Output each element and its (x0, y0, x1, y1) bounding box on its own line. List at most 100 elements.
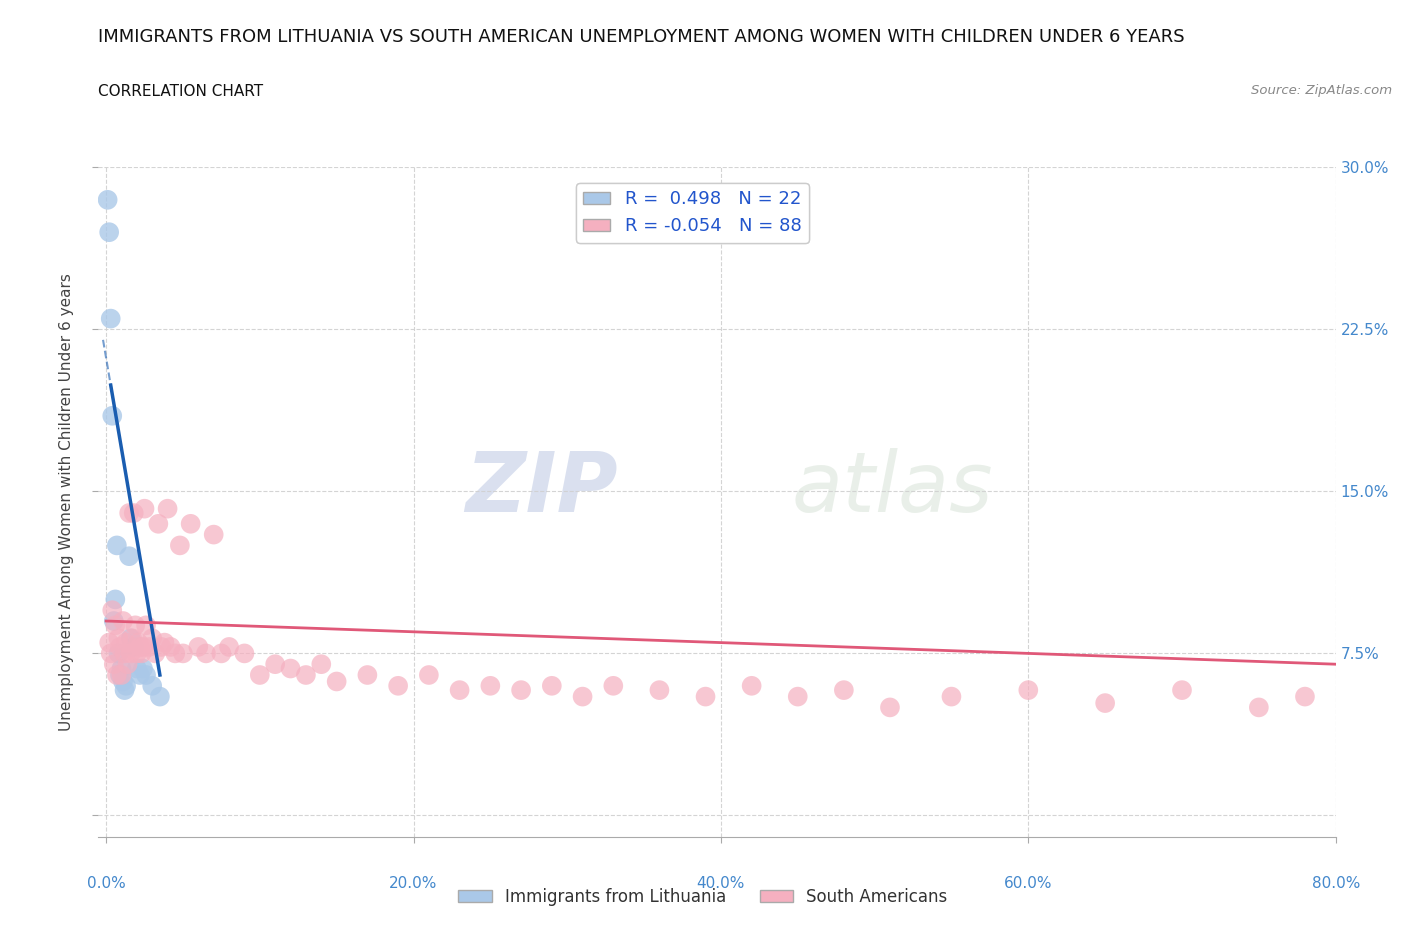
Point (138, 640, 160, 655)
Point (1017, 683, 1039, 698)
Point (103, 614, 125, 629)
Point (249, 668, 271, 683)
Point (104, 592, 127, 607)
Text: IMMIGRANTS FROM LITHUANIA VS SOUTH AMERICAN UNEMPLOYMENT AMONG WOMEN WITH CHILDR: IMMIGRANTS FROM LITHUANIA VS SOUTH AMERI… (98, 28, 1185, 46)
Text: 20.0%: 20.0% (389, 876, 437, 891)
Legend: R =  0.498   N = 22, R = -0.054   N = 88: R = 0.498 N = 22, R = -0.054 N = 88 (576, 183, 808, 243)
Legend: Immigrants from Lithuania, South Americans: Immigrants from Lithuania, South America… (451, 881, 955, 912)
Text: Source: ZipAtlas.com: Source: ZipAtlas.com (1251, 84, 1392, 97)
Point (100, 646, 122, 661)
Point (141, 631, 163, 645)
Point (98, 635, 121, 650)
Point (311, 657, 333, 671)
Text: atlas: atlas (792, 448, 993, 529)
Point (1294, 689, 1316, 704)
Point (107, 646, 129, 661)
Point (110, 661, 132, 676)
Point (295, 668, 318, 683)
Point (124, 618, 146, 632)
Point (121, 631, 143, 645)
Point (122, 506, 145, 521)
Point (110, 668, 132, 683)
Point (648, 683, 671, 698)
Point (449, 683, 471, 698)
Point (111, 674, 134, 689)
Point (125, 646, 148, 661)
Point (97, 193, 120, 207)
Point (153, 635, 176, 650)
Point (114, 646, 136, 661)
Point (741, 678, 763, 693)
Point (103, 657, 125, 671)
Point (479, 678, 502, 693)
Point (602, 678, 624, 693)
Text: 60.0%: 60.0% (1004, 876, 1053, 891)
Point (1094, 696, 1116, 711)
Point (107, 631, 129, 645)
Point (125, 661, 148, 676)
Point (105, 668, 128, 683)
Point (879, 700, 901, 715)
Point (571, 689, 593, 704)
Point (510, 683, 533, 698)
Point (132, 640, 155, 655)
Point (101, 408, 124, 423)
Point (120, 631, 142, 645)
Point (108, 640, 131, 655)
Text: ZIP: ZIP (465, 448, 619, 529)
Point (169, 538, 191, 552)
Point (117, 657, 139, 671)
Y-axis label: Unemployment Among Women with Children Under 6 years: Unemployment Among Women with Children U… (59, 273, 75, 731)
Point (325, 674, 347, 689)
Point (135, 668, 157, 683)
Point (118, 549, 141, 564)
Point (120, 646, 142, 661)
Point (941, 689, 963, 704)
Point (418, 668, 440, 683)
Point (115, 635, 138, 650)
Point (122, 640, 145, 655)
Point (387, 678, 409, 693)
Point (356, 668, 378, 683)
Point (233, 646, 256, 661)
Point (115, 678, 138, 693)
Point (111, 614, 134, 629)
Point (134, 501, 156, 516)
Point (104, 618, 127, 632)
Point (135, 618, 157, 632)
Point (1247, 700, 1270, 715)
Point (832, 683, 855, 698)
Point (195, 646, 218, 661)
Point (264, 657, 287, 671)
Point (218, 640, 240, 655)
Point (132, 661, 155, 676)
Point (159, 640, 181, 655)
Point (129, 640, 152, 655)
Point (100, 312, 122, 326)
Point (143, 646, 166, 661)
Text: 0.0%: 0.0% (87, 876, 125, 891)
Point (280, 661, 302, 676)
Point (127, 635, 149, 650)
Point (149, 689, 172, 704)
Point (98, 225, 121, 240)
Text: 40.0%: 40.0% (697, 876, 745, 891)
Point (131, 646, 153, 661)
Text: CORRELATION CHART: CORRELATION CHART (98, 84, 263, 99)
Point (180, 516, 202, 531)
Point (150, 640, 173, 655)
Point (187, 640, 209, 655)
Point (148, 516, 170, 531)
Point (114, 683, 136, 698)
Point (202, 527, 225, 542)
Point (209, 646, 232, 661)
Point (156, 501, 179, 516)
Point (141, 678, 163, 693)
Text: 80.0%: 80.0% (1312, 876, 1360, 891)
Point (108, 668, 131, 683)
Point (165, 646, 187, 661)
Point (172, 646, 194, 661)
Point (129, 668, 152, 683)
Point (105, 538, 128, 552)
Point (1171, 683, 1194, 698)
